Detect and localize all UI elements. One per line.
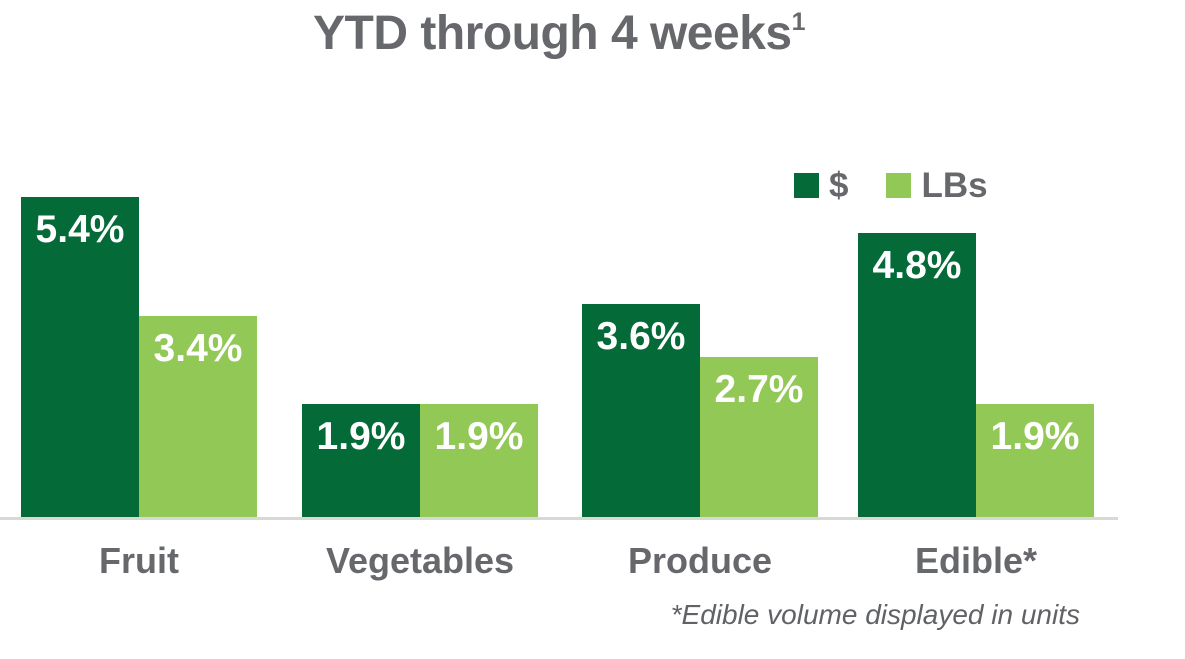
x-axis-line	[0, 517, 1118, 520]
bar-dollars-vegetables: 1.9%	[302, 404, 420, 517]
bar-lbs-vegetables: 1.9%	[420, 404, 538, 517]
bar-value-label-dollars-vegetables: 1.9%	[316, 415, 406, 458]
bar-dollars-fruit: 5.4%	[21, 197, 139, 517]
plot-area: 5.4% 3.4% 1.9% 1.9% 3.6% 2.7% 4.8% 1.9%	[21, 197, 1094, 517]
legend-swatch-lbs	[886, 173, 912, 198]
bar-value-label-lbs-fruit: 3.4%	[153, 327, 243, 370]
bar-lbs-produce: 2.7%	[700, 357, 818, 517]
legend-item-lbs: LBs	[886, 166, 988, 205]
bar-group-produce: 3.6% 2.7%	[582, 304, 818, 517]
legend-swatch-	[794, 173, 819, 198]
bar-value-label-lbs-edible: 1.9%	[990, 415, 1080, 458]
category-label-produce: Produce	[627, 540, 773, 581]
chart-title-text: YTD through 4 weeks	[313, 7, 792, 60]
bar-lbs-fruit: 3.4%	[139, 316, 257, 517]
legend-label-lbs: LBs	[921, 166, 988, 205]
category-label-fruit: Fruit	[99, 540, 179, 581]
category-label-edible: Edible*	[914, 540, 1038, 581]
bar-dollars-produce: 3.6%	[582, 304, 700, 517]
chart-footnote: *Edible volume displayed in units	[670, 599, 1080, 630]
chart-legend: $ LBs	[794, 168, 988, 203]
bar-dollars-edible: 4.8%	[858, 233, 976, 517]
bar-group-vegetables: 1.9% 1.9%	[302, 404, 538, 517]
bar-value-label-dollars-fruit: 5.4%	[35, 208, 125, 251]
bar-value-label-lbs-vegetables: 1.9%	[434, 415, 524, 458]
bar-value-label-dollars-edible: 4.8%	[872, 244, 962, 287]
chart-title: YTD through 4 weeks1	[0, 6, 1118, 61]
bar-group-fruit: 5.4% 3.4%	[21, 197, 257, 517]
legend-label-: $	[829, 166, 849, 205]
bar-lbs-edible: 1.9%	[976, 404, 1094, 517]
category-label-vegetables: Vegetables	[325, 540, 515, 581]
bar-value-label-lbs-produce: 2.7%	[714, 368, 804, 411]
legend-item-: $	[794, 168, 848, 203]
chart-title-superscript: 1	[791, 8, 806, 36]
bar-value-label-dollars-produce: 3.6%	[596, 315, 686, 358]
bar-group-edible: 4.8% 1.9%	[858, 233, 1094, 517]
